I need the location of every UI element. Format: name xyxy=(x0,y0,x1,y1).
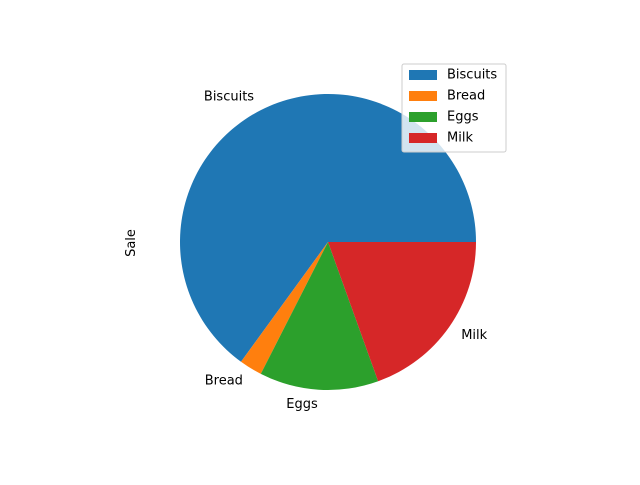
legend-label-eggs: Eggs xyxy=(447,110,479,125)
legend-swatch-eggs xyxy=(409,112,437,122)
pie-labels: Biscuits Bread Eggs Milk xyxy=(204,89,488,412)
legend: Biscuits Bread Eggs Milk xyxy=(401,63,507,153)
legend-frame xyxy=(401,63,507,153)
legend-label-biscuits: Biscuits xyxy=(447,68,497,83)
legend-swatch-milk xyxy=(409,133,437,143)
legend-label-milk: Milk xyxy=(447,131,473,146)
legend-swatch-bread xyxy=(409,91,437,101)
y-axis-label: Sale xyxy=(124,229,139,257)
pie-label-bread: Bread xyxy=(205,373,243,388)
pie-slice-bread xyxy=(241,242,328,374)
pie-label-biscuits: Biscuits xyxy=(204,89,254,104)
pie-slice-biscuits xyxy=(180,94,476,362)
pie-slice-eggs xyxy=(260,242,379,390)
legend-swatch-biscuits xyxy=(409,70,437,80)
pie-slice-milk xyxy=(328,242,476,382)
pie-label-milk: Milk xyxy=(461,328,487,343)
legend-label-bread: Bread xyxy=(447,89,485,104)
pie-label-eggs: Eggs xyxy=(286,397,318,412)
pie-slices xyxy=(180,94,476,390)
